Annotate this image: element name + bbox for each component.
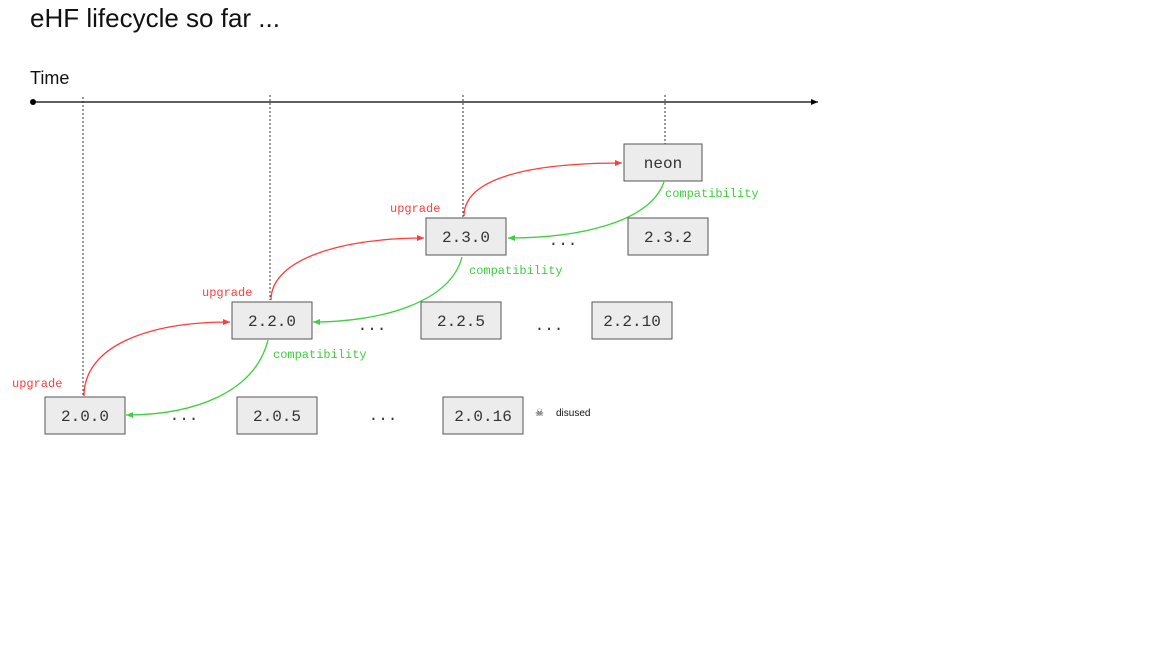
version-box-2-0-5: 2.0.5 bbox=[236, 396, 318, 435]
version-box-2-0-16: 2.0.16 bbox=[442, 396, 524, 435]
version-label: 2.0.0 bbox=[61, 408, 109, 426]
ellipsis: ... bbox=[535, 317, 564, 335]
compat-label-220: compatibility bbox=[273, 348, 367, 362]
ellipsis: ... bbox=[369, 407, 398, 425]
upgrade-arrow-220-230 bbox=[270, 235, 425, 301]
ellipsis: ... bbox=[170, 407, 199, 425]
upgrade-arrow-200-220 bbox=[83, 319, 231, 397]
time-label: Time bbox=[30, 68, 69, 88]
upgrade-label-220: upgrade bbox=[202, 286, 252, 300]
disused-label: disused bbox=[556, 408, 590, 419]
compat-arrow-220-200 bbox=[125, 339, 269, 418]
version-box-2-0-0: 2.0.0 bbox=[44, 396, 126, 435]
version-box-2-2-5: 2.2.5 bbox=[420, 301, 502, 340]
skull-icon: ☠ bbox=[535, 408, 544, 419]
version-label: 2.0.16 bbox=[454, 408, 512, 426]
version-label: 2.2.10 bbox=[603, 313, 661, 331]
upgrade-label-230: upgrade bbox=[390, 202, 440, 216]
version-label: 2.2.5 bbox=[437, 313, 485, 331]
compat-arrow-neon-230 bbox=[507, 181, 665, 241]
version-box-2-2-10: 2.2.10 bbox=[591, 301, 673, 340]
version-label: 2.3.2 bbox=[644, 229, 692, 247]
compat-label-230: compatibility bbox=[469, 264, 563, 278]
version-label: 2.3.0 bbox=[442, 229, 490, 247]
compat-label-neon: compatibility bbox=[665, 187, 759, 201]
upgrade-arrow-230-neon bbox=[463, 160, 623, 217]
version-box-2-2-0: 2.2.0 bbox=[231, 301, 313, 340]
version-box-neon: neon bbox=[623, 143, 703, 182]
version-box-2-3-2: 2.3.2 bbox=[627, 217, 709, 256]
ellipsis: ... bbox=[358, 317, 387, 335]
version-label: neon bbox=[644, 155, 682, 173]
upgrade-label-200: upgrade bbox=[12, 377, 62, 391]
slide-title: eHF lifecycle so far ... bbox=[30, 3, 280, 33]
compat-arrow-230-220 bbox=[312, 256, 463, 325]
version-label: 2.0.5 bbox=[253, 408, 301, 426]
version-box-2-3-0: 2.3.0 bbox=[425, 217, 507, 256]
version-label: 2.2.0 bbox=[248, 313, 296, 331]
ellipsis: ... bbox=[549, 232, 578, 250]
